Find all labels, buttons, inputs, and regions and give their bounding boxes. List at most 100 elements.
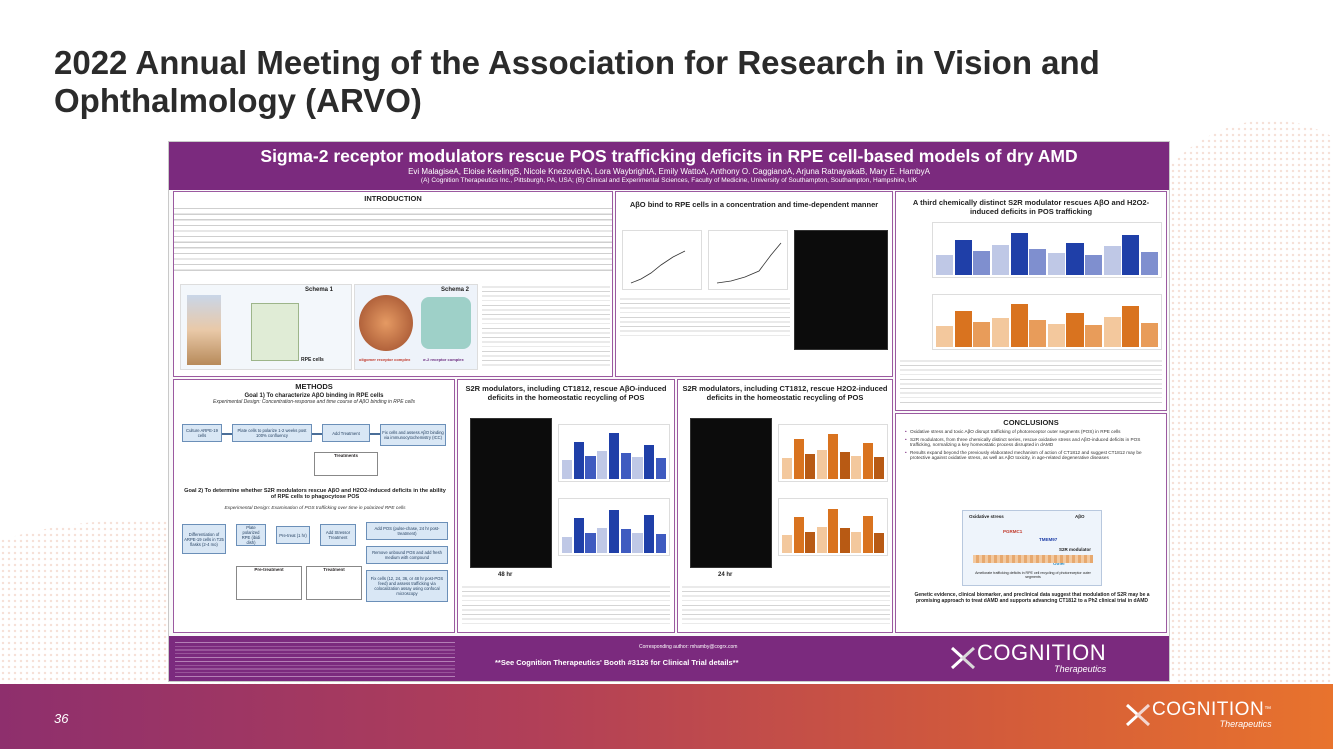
flow1-arrow-1: [222, 433, 232, 435]
methods-panel: METHODS Goal 1) To characterize AβO bind…: [173, 379, 455, 633]
abo-time-plot: [716, 242, 782, 284]
s2r-h2o2-chart-bottom: [778, 498, 888, 556]
pgrmc1-label: PGRMC1: [1003, 529, 1023, 534]
flow1-arrow-3: [370, 433, 380, 435]
flow2-step-5: Add POS (pulse-chase, 24 hr post-treatme…: [366, 522, 448, 540]
schema-1-label: Schema 1: [305, 287, 334, 293]
poster-header: Sigma-2 receptor modulators rescue POS t…: [169, 142, 1169, 190]
membrane-illustration: [973, 555, 1093, 563]
conclusions-panel: CONCLUSIONS Oxidative stress and toxic A…: [895, 413, 1167, 633]
cognition-x-icon: [1124, 701, 1152, 729]
references-block: [175, 640, 455, 680]
flow1-arrow-2: [312, 433, 322, 435]
schema-caption: [482, 284, 610, 368]
flow2-step-7: Fix cells (12, 24, 36, or 48 hr post-POS…: [366, 570, 448, 602]
flow2-step-4: Add Stressor Treatment: [320, 524, 356, 546]
s2r-h2o2-heading: S2R modulators, including CT1812, rescue…: [682, 384, 888, 402]
abo-concentration-plot: [630, 250, 686, 284]
poster-authors: Evi MalagiseA, Eloise KeelingB, Nicole K…: [408, 167, 930, 176]
poster-cognition-logo: COGNITION Therapeutics: [949, 642, 1106, 674]
schema-2-figure: Schema 2 oligomer receptor complex σ-2 r…: [354, 284, 478, 370]
flow2-step-1: Differentiation of ARPE-19 cells in T25 …: [182, 524, 226, 554]
flow1-step-2: Plate cells to polarize 1-2 weeks post 1…: [232, 424, 312, 442]
pretreatment-label: Pre-treatment: [254, 567, 284, 572]
conclusion-item: Oxidative stress and toxic AβO disrupt t…: [904, 429, 1158, 435]
flow1-step-1: Culture ARPE-19 cells: [182, 424, 222, 442]
third-modulator-caption: [900, 358, 1162, 406]
schema-2-label: Schema 2: [441, 287, 470, 293]
design-1: Experimental Design: Concentration-respo…: [213, 399, 415, 405]
s2r-abo-48hr-label: 48 hr: [498, 572, 513, 578]
s2r-abo-microscopy: [470, 418, 552, 568]
methods-heading: METHODS: [295, 382, 333, 391]
footer-cognition-logo: COGNITION™ Therapeutics: [1124, 700, 1272, 729]
abo-concentration-chart: [622, 230, 702, 290]
footer-logo-sub: Therapeutics: [1219, 719, 1272, 729]
cognition-x-icon: [949, 644, 977, 672]
s2r-abo-bars-bottom: [559, 499, 669, 555]
flow1-step-4: Fix cells and assess AβO binding via imm…: [380, 424, 446, 446]
s2r-modulator-label: S2R modulator: [1059, 547, 1092, 552]
flow2-step-2: Plate polarized RPE (ibidi dish): [236, 524, 266, 546]
third-modulator-panel: A third chemically distinct S2R modulato…: [895, 191, 1167, 411]
s2r-h2o2-caption: [682, 584, 890, 628]
footer-logo-text: COGNITION: [1152, 699, 1265, 720]
third-modulator-abo-bars: [933, 223, 1161, 277]
s2r-h2o2-24hr-label: 24 hr: [718, 572, 733, 578]
goal-2: Goal 2) To determine whether S2R modulat…: [184, 488, 446, 500]
abo-binding-caption: [620, 296, 790, 336]
s2r-abo-caption: [462, 584, 670, 628]
treatments-label: Treatments: [333, 453, 358, 458]
conclusions-list: Oxidative stress and toxic AβO disrupt t…: [896, 429, 1166, 461]
slide-title: 2022 Annual Meeting of the Association f…: [54, 44, 1100, 119]
flow2-step-6: Remove unbound POS and add fresh medium …: [366, 546, 448, 564]
goal-1: Goal 1) To characterize AβO binding in R…: [244, 393, 384, 399]
footer-band: [0, 684, 1333, 749]
oligomer-complex-label: oligomer receptor complex: [359, 357, 411, 362]
mechanism-diagram: Oxidative stress AβO PGRMC1 TMEM97 S2R m…: [962, 510, 1102, 586]
abo-dapi-images: [794, 230, 888, 350]
s2r-h2o2-chart-top: [778, 424, 888, 482]
trademark-symbol: ™: [1264, 706, 1272, 713]
s2r-h2o2-microscopy: [690, 418, 772, 568]
flow2-step-3: Pre-treat (1 hr): [276, 526, 310, 544]
s2r-abo-bars-top: [559, 425, 669, 481]
retina-layers-illustration: [187, 295, 221, 365]
poster-logo-sub: Therapeutics: [1054, 664, 1107, 674]
treatment-label: Treatment: [323, 567, 345, 572]
introduction-heading: INTRODUCTION: [364, 194, 422, 203]
poster-title: Sigma-2 receptor modulators rescue POS t…: [260, 146, 1078, 166]
s2r-abo-panel: S2R modulators, including CT1812, rescue…: [457, 379, 675, 633]
s2r-abo-heading: S2R modulators, including CT1812, rescue…: [465, 384, 667, 402]
oligomer-illustration: [359, 295, 413, 351]
treatments-table: Treatments: [314, 452, 378, 476]
abo-time-chart: [708, 230, 788, 290]
rpe-cells-label: RPE cells: [301, 357, 324, 363]
conclusions-heading: CONCLUSIONS: [1003, 418, 1059, 427]
schema-1-figure: Schema 1 RPE cells: [180, 284, 352, 370]
poster-affiliations: (A) Cognition Therapeutics Inc., Pittsbu…: [420, 177, 918, 184]
treatment-table: Treatment: [306, 566, 362, 600]
genetic-evidence: Genetic evidence, clinical biomarker, an…: [914, 592, 1150, 604]
third-modulator-heading: A third chemically distinct S2R modulato…: [912, 198, 1150, 216]
abo-binding-heading: AβO bind to RPE cells in a concentration…: [629, 200, 879, 209]
s2r-complex-illustration: [421, 297, 471, 349]
poster-logo-word: COGNITION: [977, 640, 1107, 665]
flow1-step-3: Add Treatment: [322, 424, 370, 442]
s2r-h2o2-panel: S2R modulators, including CT1812, rescue…: [677, 379, 893, 633]
introduction-panel: INTRODUCTION Schema 1 RPE cells Schema 2…: [173, 191, 613, 377]
footer-logo-word: COGNITION™: [1152, 700, 1272, 719]
design-2: Experimental Design: Examination of POS …: [224, 506, 406, 511]
pretreatment-table: Pre-treatment: [236, 566, 302, 600]
rpe-cells-illustration: [251, 303, 299, 361]
conclusion-item: Results expand beyond the previously ela…: [904, 450, 1158, 461]
abo-binding-panel: AβO bind to RPE cells in a concentration…: [615, 191, 893, 377]
introduction-text: [174, 205, 612, 271]
booth-info: **See Cognition Therapeutics' Booth #312…: [495, 658, 739, 667]
third-modulator-h2o2-bars: [933, 295, 1161, 349]
tmem97-label: TMEM97: [1039, 537, 1058, 542]
poster: Sigma-2 receptor modulators rescue POS t…: [168, 141, 1170, 682]
s2r-complex-label: σ-2 receptor complex: [423, 357, 464, 362]
third-modulator-h2o2-chart: [932, 294, 1162, 350]
poster-footer: Corresponding author: mhamby@cogrx.com *…: [169, 636, 1169, 681]
